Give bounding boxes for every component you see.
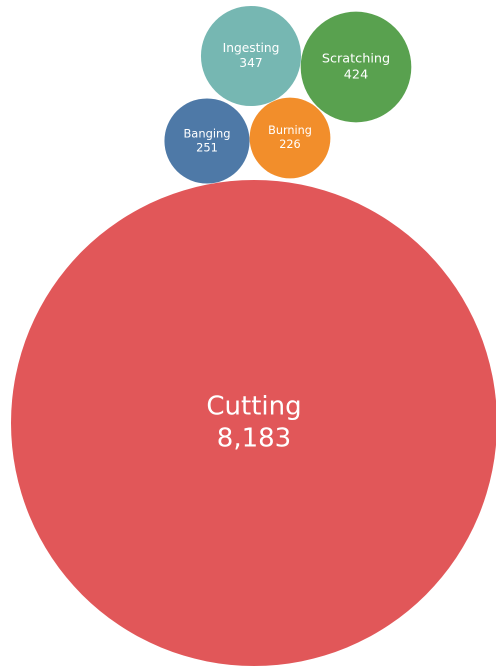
bubble-circle-scratching[interactable] <box>300 11 412 123</box>
bubble-label-cutting: Cutting <box>206 391 301 421</box>
bubble-value-scratching: 424 <box>344 67 368 82</box>
bubble-value-banging: 251 <box>196 141 218 155</box>
bubble-circle-banging[interactable] <box>164 98 250 184</box>
bubble-circle-cutting[interactable] <box>11 180 496 666</box>
bubble-label-banging: Banging <box>183 126 230 140</box>
bubble-label-ingesting: Ingesting <box>223 41 280 55</box>
bubble-label-burning: Burning <box>268 124 312 137</box>
bubble-label-scratching: Scratching <box>322 52 390 67</box>
bubble-circle-ingesting[interactable] <box>200 5 302 107</box>
bubble-value-ingesting: 347 <box>239 56 262 70</box>
bubble-value-burning: 226 <box>279 138 300 151</box>
bubble-value-cutting: 8,183 <box>217 424 291 454</box>
bubble-circle-burning[interactable] <box>249 97 331 179</box>
